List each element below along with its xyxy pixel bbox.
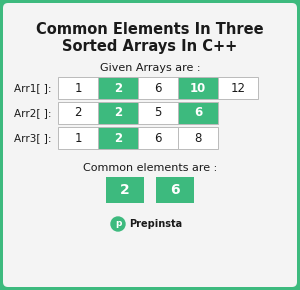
Text: 6: 6 [154,131,162,144]
Text: Arr2[ ]:: Arr2[ ]: [14,108,52,118]
Text: 10: 10 [190,81,206,95]
Text: 6: 6 [154,81,162,95]
Bar [178,77,218,99]
Bar [138,102,178,124]
Text: 1: 1 [74,81,82,95]
Bar [58,102,98,124]
FancyBboxPatch shape [3,3,297,287]
Text: 6: 6 [194,106,202,119]
Bar [106,177,144,203]
Text: 8: 8 [194,131,202,144]
Text: 2: 2 [114,106,122,119]
Bar [58,127,98,149]
Text: Arr1[ ]:: Arr1[ ]: [14,83,52,93]
Text: Common Elements In Three
Sorted Arrays In C++: Common Elements In Three Sorted Arrays I… [36,22,264,55]
Text: Given Arrays are :: Given Arrays are : [100,63,200,73]
Text: 6: 6 [170,183,180,197]
Bar [178,102,218,124]
Bar [58,77,98,99]
Text: Arr3[ ]:: Arr3[ ]: [14,133,52,143]
Bar [138,127,178,149]
Bar [156,177,194,203]
Circle shape [111,217,125,231]
Text: 2: 2 [114,81,122,95]
Text: Prepinsta: Prepinsta [129,219,182,229]
Text: 12: 12 [230,81,245,95]
Bar [218,77,258,99]
Bar [178,127,218,149]
Bar [98,127,138,149]
Text: 1: 1 [74,131,82,144]
Bar [98,77,138,99]
Text: 2: 2 [114,131,122,144]
Text: 5: 5 [154,106,162,119]
Bar [138,77,178,99]
Text: p: p [115,220,121,229]
Text: 2: 2 [74,106,82,119]
Bar [98,102,138,124]
Text: Common elements are :: Common elements are : [83,163,217,173]
Text: 2: 2 [120,183,130,197]
